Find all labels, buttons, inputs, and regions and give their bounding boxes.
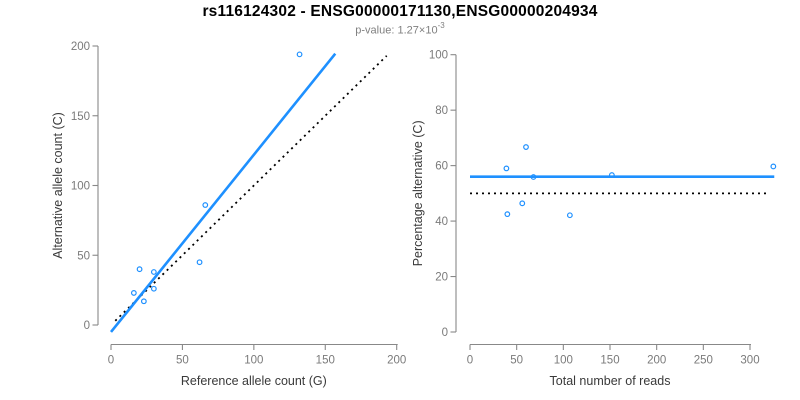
y-tick-label: 80 bbox=[435, 105, 448, 117]
x-tick-label: 100 bbox=[244, 355, 263, 367]
x-tick-label: 200 bbox=[647, 355, 666, 367]
x-axis-title: Reference allele count (G) bbox=[181, 374, 327, 388]
y-tick-label: 100 bbox=[429, 50, 448, 62]
y-tick-label: 20 bbox=[435, 272, 448, 284]
y-tick-label: 40 bbox=[435, 216, 448, 228]
data-point bbox=[770, 163, 777, 170]
x-tick-label: 100 bbox=[554, 355, 573, 367]
y-tick-label: 0 bbox=[84, 320, 90, 332]
data-point bbox=[523, 144, 529, 150]
pvalue-mantissa: 1.27 bbox=[397, 24, 419, 37]
y-axis-title: Alternative allele count (C) bbox=[51, 112, 65, 259]
y-tick-label: 0 bbox=[442, 327, 448, 339]
x-tick-label: 0 bbox=[467, 355, 473, 367]
data-point bbox=[150, 269, 157, 275]
percentage-alternative-scatter: 0 20 40 60 80 100 0 50 100 150 200 250 300 Total numb… bbox=[411, 50, 777, 388]
y-tick-label: 50 bbox=[77, 250, 90, 262]
pvalue-base: 10 bbox=[425, 24, 438, 37]
x-tick-label: 50 bbox=[510, 355, 523, 367]
data-point bbox=[196, 259, 203, 266]
x-tick-label: 50 bbox=[176, 355, 189, 367]
x-tick-label: 200 bbox=[387, 355, 406, 367]
x-axis-title: Total number of reads bbox=[550, 374, 671, 388]
x-tick-label: 150 bbox=[316, 355, 335, 367]
x-tick-label: 300 bbox=[740, 355, 759, 367]
data-point bbox=[503, 165, 510, 172]
data-point bbox=[140, 298, 147, 305]
x-tick-label: 150 bbox=[600, 355, 619, 367]
y-tick-label: 60 bbox=[435, 161, 448, 173]
x-tick-label: 250 bbox=[694, 355, 713, 367]
data-point bbox=[130, 290, 137, 296]
data-point bbox=[202, 202, 209, 208]
figure-title: rs116124302 - ENSG00000171130,ENSG000002… bbox=[202, 3, 598, 20]
data-point bbox=[296, 51, 303, 58]
y-tick-label: 150 bbox=[71, 111, 90, 123]
data-point bbox=[566, 212, 573, 219]
times-symbol: × bbox=[418, 24, 426, 37]
data-point bbox=[608, 172, 615, 178]
figure-subtitle: p-value: 1.27×10-3 bbox=[0, 21, 800, 37]
data-point bbox=[530, 174, 537, 180]
data-point bbox=[150, 285, 157, 292]
y-tick-label: 200 bbox=[71, 41, 90, 53]
x-tick-label: 0 bbox=[108, 355, 114, 367]
pvalue-exponent: -3 bbox=[437, 21, 445, 30]
y-tick-label: 100 bbox=[71, 181, 90, 193]
fit-line bbox=[109, 52, 337, 333]
allele-count-scatter: 0 50 100 150 200 0 50 100 150 200 Reference allele… bbox=[51, 41, 406, 388]
data-point bbox=[136, 266, 143, 273]
y-axis-title: Percentage alternative (C) bbox=[411, 120, 425, 266]
pvalue-prefix: p-value: bbox=[355, 24, 398, 37]
identity-line bbox=[114, 55, 388, 322]
data-point bbox=[504, 211, 511, 218]
data-point bbox=[519, 200, 526, 207]
